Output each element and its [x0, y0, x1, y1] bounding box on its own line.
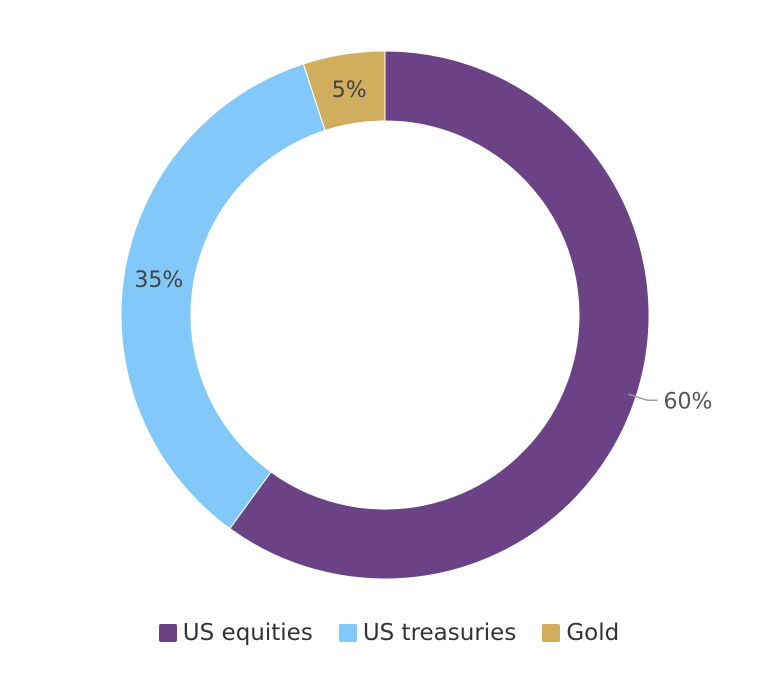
legend: US equities US treasuries Gold	[0, 620, 778, 646]
leader-line-us-equities	[628, 393, 658, 402]
slice-gold	[302, 50, 386, 132]
legend-swatch-gold	[542, 624, 561, 642]
legend-item-us-treasuries: US treasuries	[338, 620, 517, 646]
slice-us-equities	[229, 50, 650, 580]
slice-label-gold: 5%	[332, 78, 367, 103]
legend-label-us-equities: US equities	[182, 620, 313, 646]
slice-label-us-treasuries: 35%	[134, 268, 183, 293]
legend-swatch-us-treasuries	[338, 624, 357, 642]
legend-label-gold: Gold	[566, 620, 620, 646]
legend-swatch-us-equities	[158, 624, 177, 642]
slice-us-treasuries	[120, 63, 326, 530]
legend-item-us-equities: US equities	[158, 620, 313, 646]
legend-label-us-treasuries: US treasuries	[362, 620, 517, 646]
donut-plot: 60% 35% 5%	[120, 50, 712, 580]
slice-label-us-equities: 60%	[663, 389, 712, 414]
legend-item-gold: Gold	[542, 620, 619, 646]
